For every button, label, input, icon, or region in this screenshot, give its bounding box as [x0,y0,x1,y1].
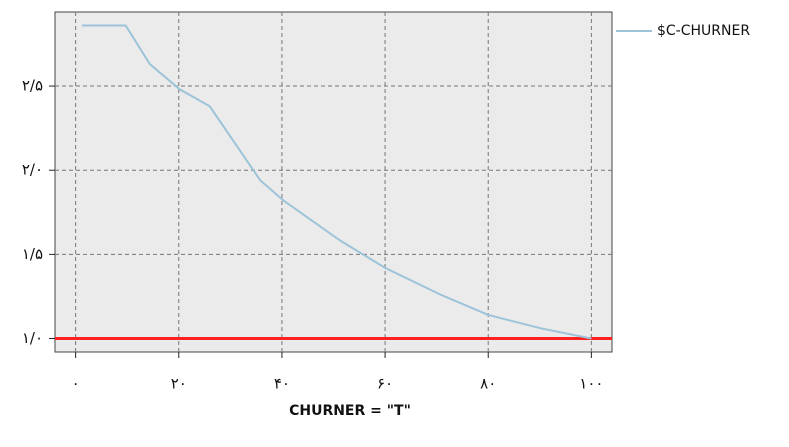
x-tick-label: ۱۰۰ [579,375,603,393]
legend-label: $C-CHURNER [657,23,750,39]
x-tick-label: ۲۰ [171,375,187,393]
y-tick-label: ۱/۰ [22,329,43,347]
chart: CHURNER = "T" ۱/۰ ۱/۵ ۲/۰ ۲/۵ ۰ ۲۰ ۴۰ ۶۰ ۸۰ ۱۰۰ $C… [0,0,789,443]
y-tick-label: ۲/۰ [22,161,43,179]
x-tick-label: ۶۰ [377,375,393,393]
y-tick-label: ۱/۵ [22,245,43,263]
chart-title: CHURNER = "T" [289,403,411,419]
x-tick-label: ۸۰ [480,375,496,393]
y-tick-label: ۲/۵ [22,77,43,95]
x-tick-label: ۰ [72,375,80,393]
x-tick-label: ۴۰ [274,375,290,393]
plot-area [55,12,612,352]
